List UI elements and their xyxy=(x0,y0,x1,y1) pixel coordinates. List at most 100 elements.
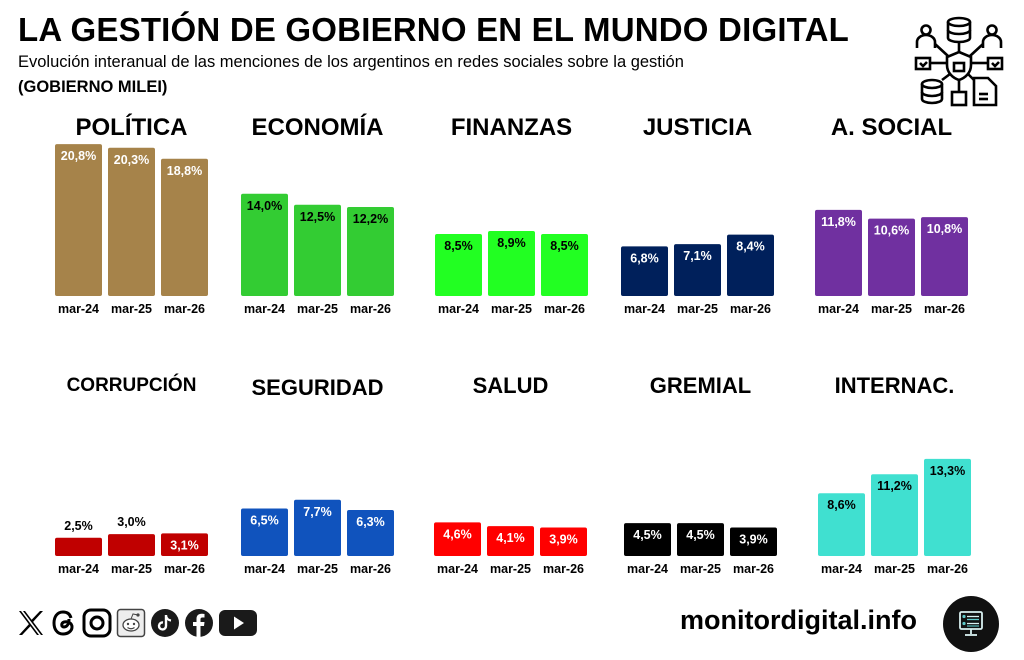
data-label: 2,5% xyxy=(64,519,93,533)
data-label: 4,6% xyxy=(443,527,472,541)
data-label: 8,9% xyxy=(497,236,526,250)
x-tick-label: mar-25 xyxy=(680,562,721,576)
x-tick-label: mar-24 xyxy=(244,562,285,576)
bar xyxy=(818,493,865,556)
bar xyxy=(434,522,481,556)
bar xyxy=(868,218,915,296)
bar xyxy=(540,527,587,556)
x-tick-label: mar-25 xyxy=(111,302,152,316)
chart-title: ECONOMÍA xyxy=(252,113,384,141)
x-tick-label: mar-24 xyxy=(627,562,668,576)
x-tick-label: mar-26 xyxy=(350,562,391,576)
x-tick-label: mar-26 xyxy=(164,302,205,316)
data-label: 3,0% xyxy=(117,515,146,529)
chart-title: GREMIAL xyxy=(650,373,751,398)
x-tick-label: mar-25 xyxy=(111,562,152,576)
bar xyxy=(55,537,102,556)
data-label: 12,2% xyxy=(353,212,388,226)
data-label: 20,3% xyxy=(114,153,149,167)
chart-title: FINANZAS xyxy=(451,114,572,141)
data-network-security-icon xyxy=(914,16,1004,107)
bar xyxy=(621,246,668,296)
x-tick-label: mar-24 xyxy=(438,302,479,316)
x-tick-label: mar-26 xyxy=(543,562,584,576)
data-label: 13,3% xyxy=(930,464,965,478)
data-label: 18,8% xyxy=(167,164,202,178)
x-tick-label: mar-25 xyxy=(297,302,338,316)
data-label: 4,1% xyxy=(496,531,525,545)
bar xyxy=(347,206,394,296)
data-label: 10,8% xyxy=(927,222,962,236)
bar xyxy=(924,458,971,556)
bar xyxy=(161,533,208,556)
chart-title: JUSTICIA xyxy=(643,114,752,141)
bar xyxy=(921,217,968,296)
reddit-icon[interactable] xyxy=(116,608,146,643)
chart-title: INTERNAC. xyxy=(835,373,955,398)
x-tick-label: mar-24 xyxy=(437,562,478,576)
data-label: 6,3% xyxy=(356,515,385,529)
x-tick-label: mar-24 xyxy=(58,562,99,576)
bar xyxy=(730,527,777,556)
bar xyxy=(435,233,482,296)
data-label: 10,6% xyxy=(874,224,909,238)
bar xyxy=(241,193,288,296)
tiktok-icon[interactable] xyxy=(150,608,180,643)
bar xyxy=(488,231,535,296)
youtube-icon[interactable] xyxy=(218,608,258,643)
x-tick-label: mar-26 xyxy=(730,302,771,316)
facebook-icon[interactable] xyxy=(184,608,214,643)
bar xyxy=(674,244,721,296)
bar xyxy=(487,526,534,556)
x-tick-label: mar-26 xyxy=(733,562,774,576)
x-icon[interactable] xyxy=(16,608,46,643)
data-label: 8,5% xyxy=(444,239,473,253)
bar xyxy=(241,508,288,556)
bar xyxy=(55,144,102,296)
monitor-dashboard-icon xyxy=(943,596,999,652)
data-label: 3,9% xyxy=(549,533,578,547)
x-tick-label: mar-26 xyxy=(164,562,205,576)
x-tick-label: mar-24 xyxy=(58,302,99,316)
x-tick-label: mar-25 xyxy=(871,302,912,316)
data-label: 4,5% xyxy=(686,528,715,542)
bar xyxy=(294,499,341,556)
bar xyxy=(624,523,671,556)
x-tick-label: mar-25 xyxy=(297,562,338,576)
chart-title: SEGURIDAD xyxy=(251,375,383,400)
x-tick-label: mar-24 xyxy=(818,302,859,316)
threads-icon[interactable] xyxy=(50,608,78,643)
bar xyxy=(347,510,394,556)
data-label: 12,5% xyxy=(300,210,335,224)
page-subtitle-bold: (GOBIERNO MILEI) xyxy=(18,78,168,96)
data-label: 6,5% xyxy=(250,514,279,528)
chart-title: POLÍTICA xyxy=(76,113,188,141)
site-url[interactable]: monitordigital.info xyxy=(680,605,917,635)
x-tick-label: mar-26 xyxy=(927,562,968,576)
data-label: 3,9% xyxy=(739,533,768,547)
bar xyxy=(108,147,155,296)
bar xyxy=(161,158,208,296)
bar xyxy=(871,474,918,556)
data-label: 7,1% xyxy=(683,249,712,263)
instagram-icon[interactable] xyxy=(82,608,112,643)
data-label: 14,0% xyxy=(247,199,282,213)
page-title: LA GESTIÓN DE GOBIERNO EN EL MUNDO DIGIT… xyxy=(18,11,849,48)
bar xyxy=(108,534,155,556)
data-label: 8,5% xyxy=(550,239,579,253)
chart-title: SALUD xyxy=(473,373,549,398)
data-label: 8,6% xyxy=(827,498,856,512)
x-tick-label: mar-25 xyxy=(874,562,915,576)
x-tick-label: mar-26 xyxy=(924,302,965,316)
bar xyxy=(815,209,862,296)
data-label: 7,7% xyxy=(303,505,332,519)
data-label: 4,5% xyxy=(633,528,662,542)
data-label: 11,2% xyxy=(877,479,912,493)
x-tick-label: mar-25 xyxy=(490,562,531,576)
data-label: 20,8% xyxy=(61,149,96,163)
bar xyxy=(541,233,588,296)
x-tick-label: mar-25 xyxy=(677,302,718,316)
x-tick-label: mar-26 xyxy=(544,302,585,316)
x-tick-label: mar-26 xyxy=(350,302,391,316)
bar xyxy=(294,204,341,296)
